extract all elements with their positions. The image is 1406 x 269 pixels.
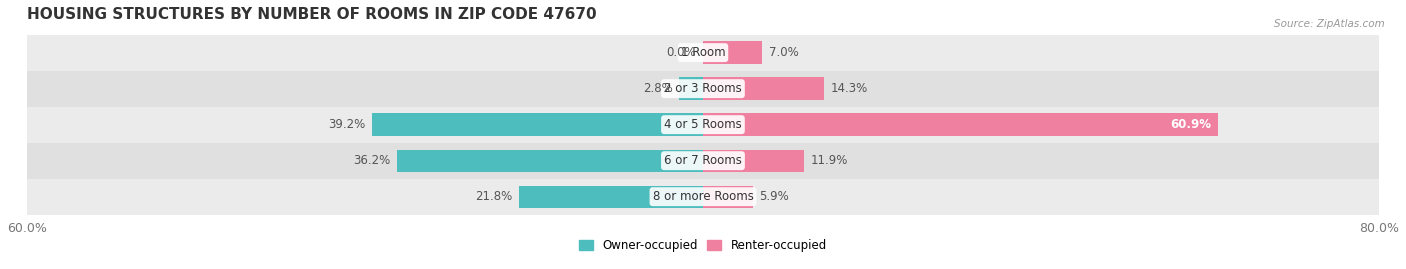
Text: 1 Room: 1 Room [681, 46, 725, 59]
Text: 11.9%: 11.9% [810, 154, 848, 167]
Text: 21.8%: 21.8% [475, 190, 512, 203]
Text: Source: ZipAtlas.com: Source: ZipAtlas.com [1274, 19, 1385, 29]
Bar [703, 41, 762, 64]
Bar [703, 114, 1218, 136]
Text: HOUSING STRUCTURES BY NUMBER OF ROOMS IN ZIP CODE 47670: HOUSING STRUCTURES BY NUMBER OF ROOMS IN… [27, 7, 596, 22]
Text: 2 or 3 Rooms: 2 or 3 Rooms [664, 82, 742, 95]
Text: 8 or more Rooms: 8 or more Rooms [652, 190, 754, 203]
Text: 0.0%: 0.0% [666, 46, 696, 59]
Text: 14.3%: 14.3% [831, 82, 868, 95]
Legend: Owner-occupied, Renter-occupied: Owner-occupied, Renter-occupied [574, 235, 832, 257]
Text: 7.0%: 7.0% [769, 46, 799, 59]
Bar [27, 179, 1379, 215]
Text: 2.8%: 2.8% [643, 82, 672, 95]
Bar [703, 150, 804, 172]
Bar [27, 143, 1379, 179]
Text: 6 or 7 Rooms: 6 or 7 Rooms [664, 154, 742, 167]
Bar [371, 114, 703, 136]
Bar [27, 107, 1379, 143]
Text: 5.9%: 5.9% [759, 190, 789, 203]
Bar [703, 186, 752, 208]
Text: 39.2%: 39.2% [328, 118, 366, 131]
Bar [396, 150, 703, 172]
Bar [679, 77, 703, 100]
Text: 4 or 5 Rooms: 4 or 5 Rooms [664, 118, 742, 131]
Text: 36.2%: 36.2% [353, 154, 391, 167]
Bar [27, 71, 1379, 107]
Bar [27, 35, 1379, 71]
Text: 60.9%: 60.9% [1170, 118, 1211, 131]
Bar [519, 186, 703, 208]
Bar [703, 77, 824, 100]
